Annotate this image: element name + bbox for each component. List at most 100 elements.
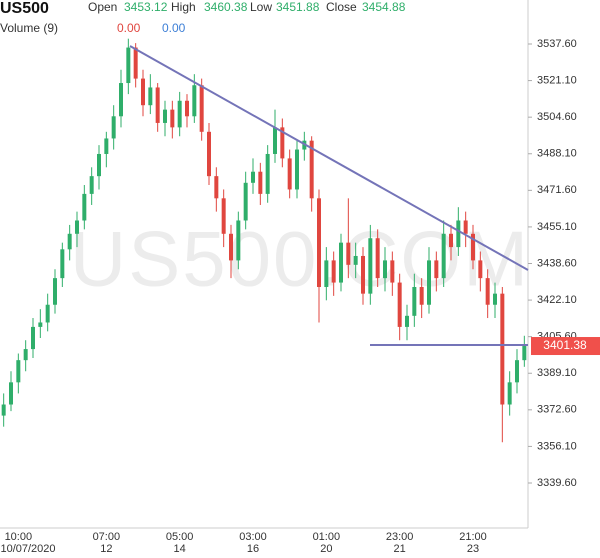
price-badge bbox=[531, 337, 600, 356]
candle-body bbox=[280, 127, 285, 159]
candle-body bbox=[199, 85, 204, 132]
candle-body bbox=[375, 238, 380, 279]
candle-body bbox=[221, 198, 226, 234]
candle-body bbox=[471, 233, 475, 261]
x-date-label: 20 bbox=[320, 543, 332, 555]
candle-body bbox=[507, 382, 512, 405]
y-tick-label: 3455.10 bbox=[537, 221, 577, 233]
candle-body bbox=[1, 404, 6, 416]
candle-body bbox=[111, 116, 116, 139]
x-date-label: 16 bbox=[247, 543, 259, 555]
candle-body bbox=[177, 100, 182, 128]
x-date-label: 12 bbox=[100, 543, 112, 555]
label: Low bbox=[250, 0, 272, 14]
candle-body bbox=[493, 293, 497, 305]
candle-body bbox=[324, 260, 329, 288]
candle-body bbox=[185, 100, 189, 117]
candle-body bbox=[427, 260, 431, 305]
y-tick-label: 3422.10 bbox=[537, 294, 577, 306]
candle-body bbox=[258, 171, 263, 194]
candle-body bbox=[390, 260, 395, 283]
candle-body bbox=[295, 149, 299, 190]
candle-body bbox=[23, 349, 28, 361]
x-tick-label: 03:00 bbox=[239, 531, 267, 543]
x-tick-label: 01:00 bbox=[313, 531, 341, 543]
candle-body bbox=[9, 382, 13, 405]
candle-body bbox=[515, 360, 519, 383]
candle-body bbox=[60, 249, 65, 279]
candle-body bbox=[155, 87, 160, 123]
candle-body bbox=[38, 322, 43, 327]
candle-body bbox=[163, 109, 167, 123]
x-tick-label: 23:00 bbox=[386, 531, 414, 543]
candle-body bbox=[463, 220, 468, 234]
volume-label: Volume (9) bbox=[0, 21, 58, 35]
candle-body bbox=[441, 233, 446, 279]
candle-body bbox=[368, 238, 373, 294]
candle-body bbox=[317, 198, 321, 288]
watermark: US500.COM bbox=[70, 215, 530, 303]
y-tick-label: 3372.60 bbox=[537, 404, 577, 416]
price-badge-label: 3401.38 bbox=[543, 338, 587, 352]
candle-body bbox=[383, 260, 387, 279]
candle-body bbox=[353, 255, 358, 265]
candle-body bbox=[456, 220, 461, 248]
x-date-label: 21 bbox=[394, 543, 406, 555]
candle-body bbox=[75, 220, 79, 234]
candle-body bbox=[405, 315, 409, 327]
candle-body bbox=[119, 83, 123, 117]
candle-body bbox=[522, 346, 527, 361]
candle-body bbox=[243, 182, 248, 221]
candle-body bbox=[236, 220, 241, 261]
candle-body bbox=[419, 287, 424, 305]
candle-body bbox=[346, 242, 351, 265]
y-tick-label: 3504.60 bbox=[537, 111, 577, 123]
trend-line bbox=[129, 45, 529, 271]
x-tick-label: 07:00 bbox=[93, 531, 121, 543]
symbol: US500 bbox=[0, 0, 49, 17]
candle-body bbox=[434, 260, 439, 279]
candle-body bbox=[170, 109, 175, 128]
candle-body bbox=[67, 233, 72, 250]
candle-body bbox=[331, 260, 336, 283]
candle-body bbox=[229, 233, 233, 261]
value: 3460.38 bbox=[204, 0, 248, 14]
y-tick-label: 3339.60 bbox=[537, 477, 577, 489]
candle-body bbox=[397, 282, 402, 327]
candle-body bbox=[89, 176, 94, 194]
candle-body bbox=[287, 158, 292, 190]
volume-value: 0.00 bbox=[117, 21, 141, 35]
candle-body bbox=[82, 193, 87, 221]
candle-body bbox=[133, 47, 138, 79]
y-tick-label: 3356.10 bbox=[537, 440, 577, 452]
candle-body bbox=[309, 140, 314, 199]
x-tick-label: 21:00 bbox=[459, 531, 487, 543]
x-date-label: 10/07/2020 bbox=[0, 543, 55, 555]
candle-body bbox=[273, 127, 277, 154]
y-tick-label: 3537.60 bbox=[537, 38, 577, 50]
volume-value: 0.00 bbox=[162, 21, 186, 35]
candle-body bbox=[214, 176, 219, 199]
y-tick-label: 3438.60 bbox=[537, 257, 577, 269]
x-tick-label: 05:00 bbox=[166, 531, 194, 543]
x-tick-label: 10:00 bbox=[5, 531, 33, 543]
label: Open bbox=[88, 0, 117, 14]
candle-body bbox=[265, 153, 270, 194]
plot bbox=[1, 38, 527, 443]
candle-body bbox=[251, 171, 255, 183]
x-date-label: 23 bbox=[467, 543, 479, 555]
label: Close bbox=[326, 0, 357, 14]
y-tick-label: 3488.10 bbox=[537, 148, 577, 160]
y-tick-label: 3389.10 bbox=[537, 367, 577, 379]
candle-body bbox=[412, 287, 417, 316]
y-tick-label: 3471.60 bbox=[537, 184, 577, 196]
y-tick-label: 3521.10 bbox=[537, 74, 577, 86]
candle-body bbox=[361, 255, 365, 294]
x-date-label: 14 bbox=[174, 543, 186, 555]
candle-body bbox=[16, 360, 21, 383]
candle-body bbox=[449, 233, 453, 248]
candle-body bbox=[126, 47, 131, 84]
candle-body bbox=[45, 304, 50, 323]
candle-body bbox=[97, 153, 101, 177]
